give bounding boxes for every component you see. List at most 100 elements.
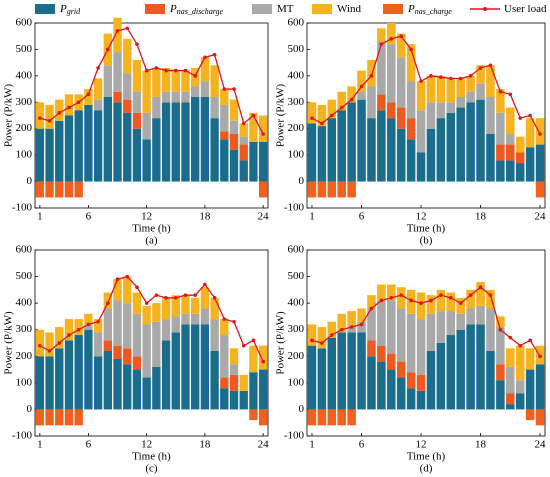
bar-segment [123,73,132,100]
bar-segment [113,279,122,301]
load-point [212,52,217,57]
bar-segment [181,70,190,92]
bar-segment [152,67,161,97]
bar-segment [220,89,229,105]
bar-segment [307,181,317,198]
bar-segment [337,313,346,333]
legend-label: MT [277,3,294,15]
bar-segment [506,107,515,134]
load-point [538,132,542,136]
load-point [57,341,62,345]
legend-label-sub: nas_discharge [177,7,224,16]
bar-segment [249,112,258,142]
bar-segment [486,289,495,309]
load-point [439,75,443,79]
bar-segment [113,358,122,410]
bar-segment [171,70,180,92]
load-point [429,298,433,303]
bar-segment [416,292,426,320]
load-line [311,286,541,357]
load-point [135,285,139,290]
bar-segment [113,52,122,92]
bar-segment [357,321,366,333]
bar-segment [506,134,515,145]
bar-segment [229,390,239,410]
bar-segment [132,60,142,92]
bar-segment [142,112,151,140]
y-tick-label: 100 [288,376,305,388]
bar-segment [84,89,93,105]
bar-segment [142,139,151,182]
bar-segment [535,409,545,426]
load-point [310,338,314,343]
bar-segment [123,303,132,349]
load-point [86,322,91,327]
legend-swatch [383,4,403,14]
bar-segment [307,123,317,182]
bar-segment [367,356,376,410]
load-point [518,343,523,348]
bar-segment [347,327,356,333]
bar-segment [132,313,142,357]
bar-segment [239,136,248,145]
load-point [409,298,413,303]
x-tick-label: 1 [37,211,43,223]
bar-segment [347,409,356,426]
bar-segment [317,181,327,198]
bar-segment [396,33,406,58]
x-tick-label: 12 [141,211,152,223]
load-point [106,301,110,305]
bar-segment [515,136,525,153]
bar-segment [337,181,346,198]
load-point [173,68,178,73]
bar-segment [406,372,416,389]
bar-segment [239,374,248,391]
bar-segment [377,28,386,42]
y-tick-label: 600 [288,244,305,256]
load-point [419,79,423,83]
bar-segment [426,350,436,410]
load-point [67,105,71,110]
bar-segment [258,181,268,198]
bar-segment [476,83,485,100]
bar-segment [357,91,366,100]
y-tick-label: 100 [16,149,33,161]
y-tick-label: 0 [299,403,305,415]
load-point [115,277,120,282]
bar-segment [210,65,219,97]
load-point [448,296,453,300]
bar-segment [506,160,515,182]
load-point [498,327,503,332]
bar-segment [103,97,112,182]
bar-segment [93,99,103,111]
bar-segment [387,353,396,370]
load-point [508,92,513,97]
legend-label-main: Wind [337,3,361,15]
load-point [203,55,207,60]
bar-segment [74,335,83,410]
bar-segment [416,81,426,111]
y-tick-label: 200 [16,122,33,134]
bar-segment [367,86,376,119]
load-point [96,66,100,70]
load-point [115,29,120,33]
bar-segment [426,128,436,182]
load-point [349,325,354,329]
bar-segment [161,102,171,182]
bar-segment [387,118,396,182]
bar-segment [317,348,327,410]
y-tick-label: 300 [16,96,33,108]
bar-segment [307,409,317,426]
bar-segment [347,311,356,328]
bar-segment [249,345,258,373]
bar-segment [161,297,171,320]
bar-segment [200,308,210,325]
legend-label-main: P [407,3,415,15]
x-tick-label: 1 [37,439,43,451]
bar-segment [337,91,346,111]
bar-segment [436,118,446,182]
y-axis-label: Power (P/kW) [3,311,15,375]
bar-segment [515,393,525,410]
plot-frame [34,249,269,437]
bar-segment [64,181,74,198]
